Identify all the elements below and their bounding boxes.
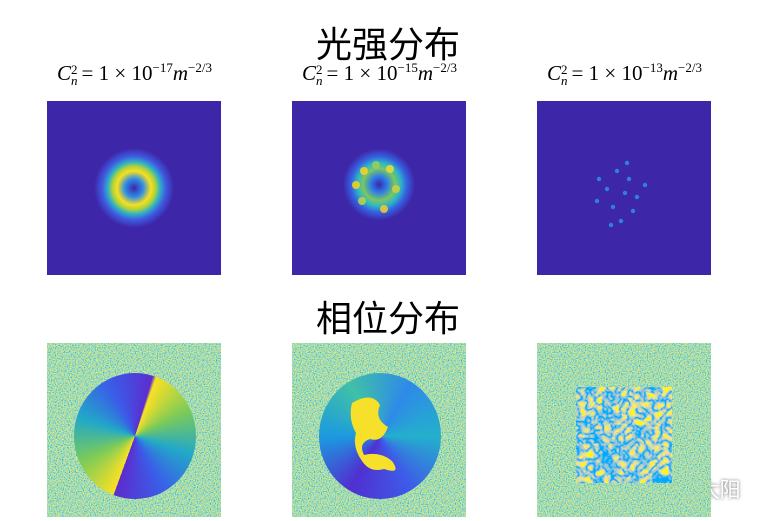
equals: = 1 × 10 [571,61,643,85]
unit-exponent: −2/3 [433,60,457,75]
intensity-image [47,101,221,275]
c-sub: n [316,73,323,89]
intensity-image [537,101,711,275]
exponent: −15 [397,60,418,75]
c-sup: 2 [561,61,568,77]
unit: m [417,61,433,85]
phase-image [47,343,221,517]
intensity-title: 光强分布 [315,25,460,66]
panel-label: C2 n = 1 × 10−15m−2/3 [257,60,502,87]
c-base: C [57,61,72,85]
c-sub: n [71,73,78,89]
equals: = 1 × 10 [326,61,398,85]
panel-label: C2 n = 1 × 10−17m−2/3 [12,60,257,87]
c-base: C [302,61,317,85]
phase-image [537,343,711,517]
intensity-image [292,101,466,275]
exponent: −17 [152,60,173,75]
unit: m [662,61,678,85]
exponent: −13 [642,60,663,75]
c-base: C [547,61,562,85]
unit: m [172,61,188,85]
phase-image [292,343,466,517]
unit-exponent: −2/3 [678,60,702,75]
unit-exponent: −2/3 [188,60,212,75]
equals: = 1 × 10 [81,61,153,85]
c-sup: 2 [71,61,78,77]
panel-label: C2 n = 1 × 10−13m−2/3 [502,60,747,87]
c-sub: n [561,73,568,89]
phase-title: 相位分布 [315,299,460,340]
c-sup: 2 [316,61,323,77]
